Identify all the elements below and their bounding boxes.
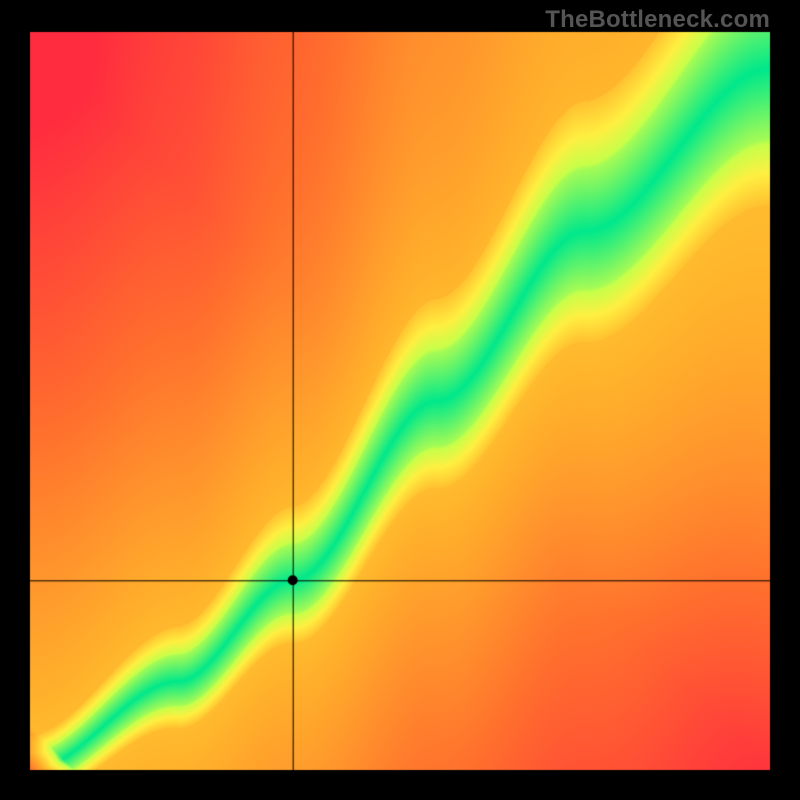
chart-container: TheBottleneck.com [0,0,800,800]
watermark-text: TheBottleneck.com [545,6,770,34]
bottleneck-heatmap [0,0,800,800]
